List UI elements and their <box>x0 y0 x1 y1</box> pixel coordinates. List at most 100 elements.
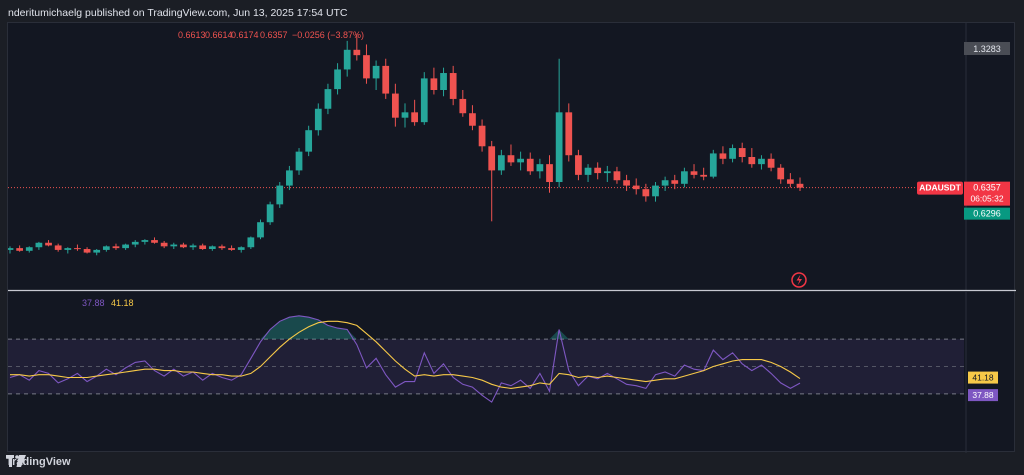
top-price-label-bg <box>964 42 1010 55</box>
tradingview-logo-icon <box>6 455 26 467</box>
candle-body <box>401 112 409 118</box>
candle-body <box>391 93 399 118</box>
rsi-value-legend: 37.88 <box>82 298 105 308</box>
candle-body <box>546 164 553 183</box>
candle-body <box>208 246 216 250</box>
candle-body <box>777 167 785 180</box>
green-price-label-bg <box>964 207 1010 220</box>
candle-body <box>478 125 486 147</box>
candle-body <box>228 248 235 250</box>
footer-branding: TradingView <box>6 455 71 469</box>
candle-body <box>180 244 187 248</box>
candle-body <box>536 164 544 172</box>
candle-body <box>295 151 303 171</box>
candle-body <box>449 73 457 99</box>
candle-body <box>343 49 351 70</box>
candle-body <box>758 158 765 165</box>
candle-body <box>700 174 708 177</box>
rsi-ma-tag-bg <box>968 371 998 384</box>
candles-group <box>8 33 804 256</box>
candle-body <box>54 245 62 250</box>
candle-body <box>122 244 129 249</box>
symbol-badge-bg <box>917 181 963 195</box>
candle-body <box>729 148 736 159</box>
rsi-pane[interactable] <box>8 315 964 403</box>
candle-body <box>45 242 52 246</box>
candle-body <box>382 65 390 94</box>
candle-body <box>218 246 226 249</box>
candle-body <box>16 248 24 251</box>
symbol-badge[interactable]: ADAUSDT <box>919 183 961 193</box>
lightning-alert-icon[interactable] <box>791 272 807 288</box>
candle-body <box>440 73 447 90</box>
rsi-value-tag-bg <box>968 389 998 402</box>
rsi-overbought-fill <box>10 315 800 340</box>
current-price-label: 0.6357 <box>973 183 1001 193</box>
candle-body <box>652 185 659 197</box>
candle-body <box>517 158 524 163</box>
candle-body <box>575 155 582 175</box>
ohlc-close: 0.6357 <box>260 30 288 40</box>
ohlc-low: 0.6174 <box>231 30 259 40</box>
candle-body <box>661 180 669 186</box>
rsi-band <box>8 339 964 394</box>
candle-body <box>738 148 746 157</box>
candle-body <box>690 171 698 175</box>
candle-body <box>35 242 43 248</box>
candle-body <box>526 158 534 172</box>
candle-body <box>372 65 380 79</box>
candle-body <box>469 113 476 126</box>
candle-body <box>709 153 717 177</box>
candle-body <box>681 171 688 184</box>
ohlc-change: −0.0256 (−3.87%) <box>292 30 364 40</box>
candle-body <box>623 180 630 186</box>
candle-body <box>719 153 727 159</box>
candle-body <box>642 189 650 197</box>
candle-body <box>266 204 274 223</box>
candle-body <box>555 112 563 183</box>
candle-body <box>488 146 496 171</box>
current-price-label-bg <box>964 181 1010 206</box>
candle-body <box>430 78 438 90</box>
candle-body <box>497 155 505 171</box>
candle-body <box>141 240 149 242</box>
candle-body <box>93 249 101 253</box>
candle-body <box>671 180 679 184</box>
price-pane[interactable] <box>8 33 966 256</box>
candle-body <box>257 222 264 238</box>
rsi-ma-legend: 41.18 <box>111 298 134 308</box>
ohlc-open: 0.6613 <box>178 30 206 40</box>
green-price-label: 0.6296 <box>973 209 1001 219</box>
candle-body <box>632 185 640 190</box>
candle-body <box>151 240 158 243</box>
top-price-label: 1.3283 <box>973 44 1001 54</box>
candle-body <box>565 112 573 156</box>
publisher-line: nderitumichaelg published on TradingView… <box>8 7 348 19</box>
rsi-ma-line <box>10 320 801 389</box>
rsi-ma-tag: 41.18 <box>972 373 994 383</box>
candle-body <box>305 130 313 152</box>
candle-body <box>314 108 322 131</box>
candle-body <box>131 241 139 245</box>
candle-body <box>594 167 602 174</box>
candle-body <box>276 185 284 205</box>
candle-body <box>160 242 168 247</box>
candle-body <box>796 183 804 188</box>
candle-body <box>64 248 72 250</box>
candle-body <box>112 246 120 249</box>
candle-body <box>334 69 341 90</box>
candle-body <box>247 237 255 248</box>
candle-body <box>411 112 419 123</box>
candle-body <box>286 170 293 186</box>
candle-body <box>170 244 178 247</box>
candle-body <box>8 248 14 250</box>
chart-frame[interactable]: 0.6613 0.6614 0.6174 0.6357 −0.0256 (−3.… <box>7 22 1016 453</box>
candle-body <box>324 89 332 109</box>
rsi-line <box>9 315 801 403</box>
chart-canvas[interactable]: 0.6613 0.6614 0.6174 0.6357 −0.0256 (−3.… <box>8 23 1016 453</box>
candle-body <box>603 171 611 174</box>
ohlc-high: 0.6614 <box>205 30 233 40</box>
candle-body <box>237 247 245 250</box>
candle-body <box>353 49 361 56</box>
candle-body <box>420 78 428 123</box>
